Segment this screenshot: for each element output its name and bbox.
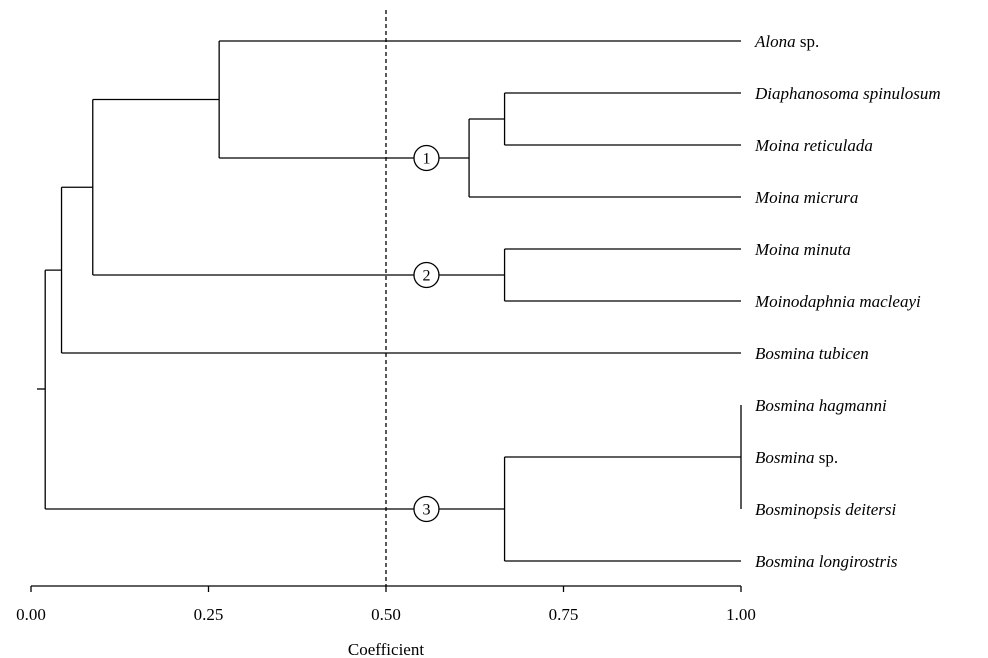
taxon-label-0: Alona sp. (754, 32, 819, 51)
cluster-number: 3 (422, 502, 430, 519)
taxon-label-9: Bosminopsis deitersi (755, 500, 896, 519)
taxon-name: Moinodaphnia macleayi (754, 292, 921, 311)
cluster-number: 2 (422, 268, 430, 285)
taxon-name: Moina minuta (754, 240, 851, 259)
cluster-circle (413, 261, 440, 289)
taxon-label-5: Moinodaphnia macleayi (754, 292, 921, 311)
taxon-name: Bosmina (755, 448, 815, 467)
tick-label-1: 0.25 (194, 605, 224, 624)
cluster-circle (413, 495, 440, 523)
taxon-label-3: Moina micrura (754, 188, 858, 207)
cluster-markers: 1 2 3 (413, 144, 440, 523)
taxon-name: Bosmina hagmanni (755, 396, 887, 415)
taxon-label-6: Bosmina tubicen (755, 344, 869, 363)
taxon-label-8: Bosmina sp. (755, 448, 838, 467)
cluster-marker-1: 1 (413, 144, 440, 172)
taxon-name: Bosmina tubicen (755, 344, 869, 363)
taxon-name: Bosmina longirostris (755, 552, 898, 571)
taxon-name: Bosminopsis deitersi (755, 500, 896, 519)
tick-label-0: 0.00 (16, 605, 46, 624)
tick-label-4: 1.00 (726, 605, 756, 624)
cluster-marker-3: 3 (413, 495, 440, 523)
taxon-name: Alona (754, 32, 796, 51)
cluster-circle (413, 144, 440, 172)
cluster-number: 1 (422, 151, 430, 168)
x-axis-title: Coefficient (348, 640, 424, 658)
taxon-qualifier: sp. (815, 448, 839, 467)
taxon-qualifier: sp. (796, 32, 820, 51)
taxon-label-2: Moina reticulada (754, 136, 873, 155)
taxon-label-10: Bosmina longirostris (755, 552, 898, 571)
taxon-name: Moina reticulada (754, 136, 873, 155)
taxon-name: Diaphanosoma spinulosum (754, 84, 941, 103)
taxon-labels: Alona sp. Diaphanosoma spinulosum Moina re… (754, 32, 941, 571)
tick-label-3: 0.75 (549, 605, 579, 624)
tick-label-2: 0.50 (371, 605, 401, 624)
taxon-label-7: Bosmina hagmanni (755, 396, 887, 415)
taxon-name: Moina micrura (754, 188, 858, 207)
taxon-label-1: Diaphanosoma spinulosum (754, 84, 941, 103)
taxon-label-4: Moina minuta (754, 240, 851, 259)
x-axis: 0.00 0.25 0.50 0.75 1.00 (16, 586, 756, 624)
cluster-marker-2: 2 (413, 261, 440, 289)
